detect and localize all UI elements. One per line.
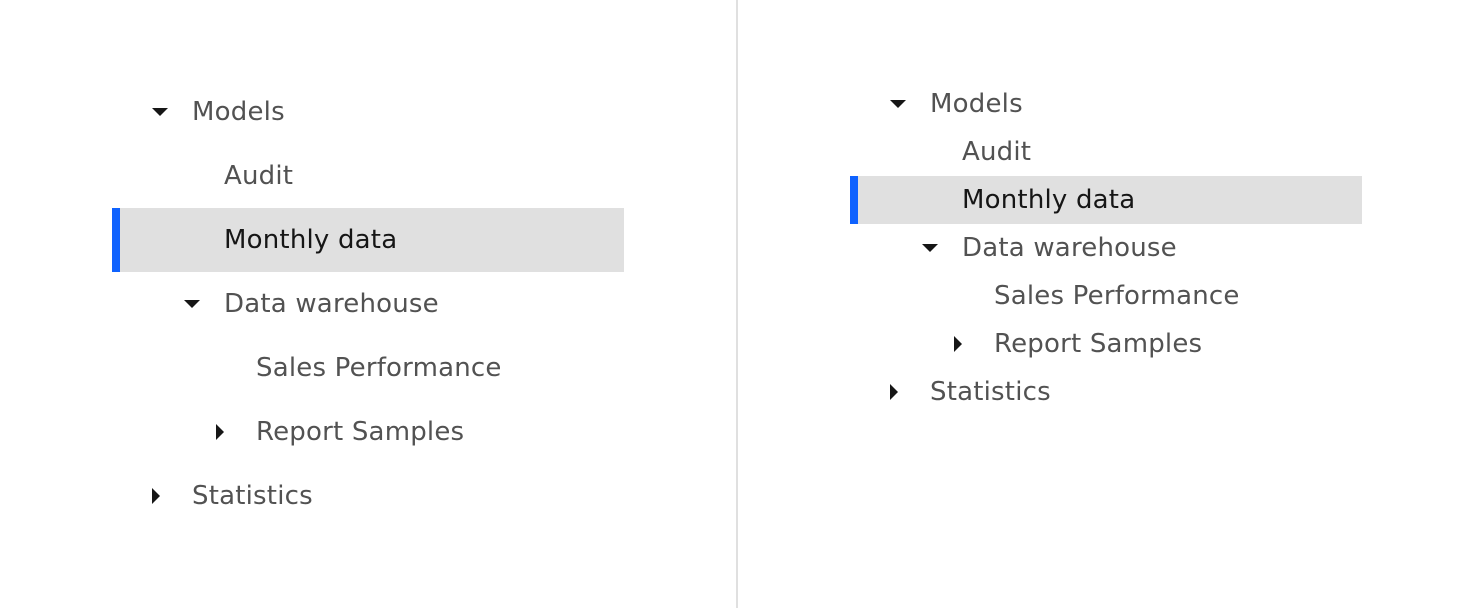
tree-node-label: Sales Performance (994, 281, 1240, 311)
tree-node-label: Models (930, 89, 1023, 119)
tree-node-label: Audit (962, 137, 1032, 167)
tree-node-label: Audit (224, 161, 294, 191)
tree-node-label: Report Samples (994, 329, 1203, 359)
tree-node-audit[interactable]: Audit (112, 144, 624, 208)
caret-down-icon[interactable] (922, 244, 938, 252)
tree-view-default: Models Audit Monthly data Data warehouse… (112, 80, 624, 528)
tree-view-compact: Models Audit Monthly data Data warehouse… (850, 80, 1362, 416)
tree-node-statistics[interactable]: Statistics (850, 368, 1362, 416)
caret-right-icon[interactable] (954, 336, 962, 352)
tree-node-label: Monthly data (224, 225, 398, 255)
tree-node-audit[interactable]: Audit (850, 128, 1362, 176)
tree-node-label: Report Samples (256, 417, 465, 447)
tree-node-report-samples[interactable]: Report Samples (850, 320, 1362, 368)
tree-node-label: Monthly data (962, 185, 1136, 215)
tree-node-data-warehouse[interactable]: Data warehouse (850, 224, 1362, 272)
caret-down-icon[interactable] (890, 100, 906, 108)
tree-node-label: Models (192, 97, 285, 127)
tree-node-sales-performance[interactable]: Sales Performance (112, 336, 624, 400)
caret-down-icon[interactable] (184, 300, 200, 308)
tree-node-models[interactable]: Models (850, 80, 1362, 128)
tree-node-models[interactable]: Models (112, 80, 624, 144)
caret-right-icon[interactable] (216, 424, 224, 440)
tree-node-monthly-data[interactable]: Monthly data (112, 208, 624, 272)
tree-node-report-samples[interactable]: Report Samples (112, 400, 624, 464)
tree-node-monthly-data[interactable]: Monthly data (850, 176, 1362, 224)
tree-node-label: Data warehouse (224, 289, 439, 319)
caret-right-icon[interactable] (152, 488, 160, 504)
tree-node-data-warehouse[interactable]: Data warehouse (112, 272, 624, 336)
tree-node-label: Statistics (192, 481, 313, 511)
caret-right-icon[interactable] (890, 384, 898, 400)
tree-node-label: Data warehouse (962, 233, 1177, 263)
tree-node-label: Statistics (930, 377, 1051, 407)
tree-node-sales-performance[interactable]: Sales Performance (850, 272, 1362, 320)
caret-down-icon[interactable] (152, 108, 168, 116)
panel-divider (736, 0, 738, 608)
tree-node-statistics[interactable]: Statistics (112, 464, 624, 528)
tree-node-label: Sales Performance (256, 353, 502, 383)
